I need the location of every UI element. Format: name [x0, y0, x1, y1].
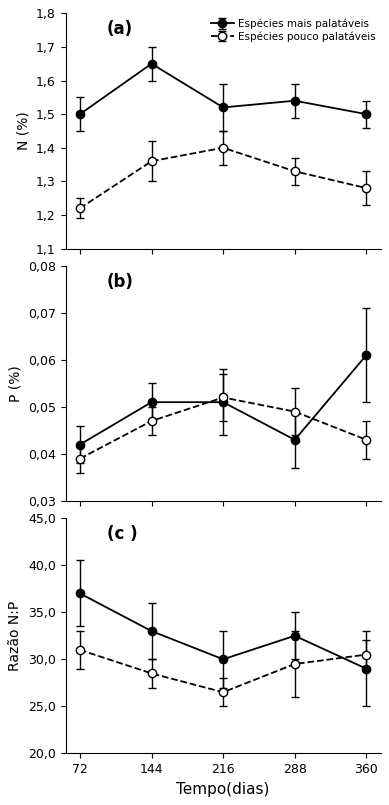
Text: (b): (b) [107, 273, 133, 291]
Text: (c ): (c ) [107, 525, 137, 543]
X-axis label: Tempo(dias): Tempo(dias) [177, 782, 270, 797]
Text: (a): (a) [107, 20, 133, 39]
Y-axis label: N (%): N (%) [16, 112, 30, 151]
Y-axis label: P (%): P (%) [8, 365, 22, 402]
Y-axis label: Razão N:P: Razão N:P [9, 601, 23, 671]
Legend: Espécies mais palatáveis, Espécies pouco palatáveis: Espécies mais palatáveis, Espécies pouco… [210, 19, 375, 42]
